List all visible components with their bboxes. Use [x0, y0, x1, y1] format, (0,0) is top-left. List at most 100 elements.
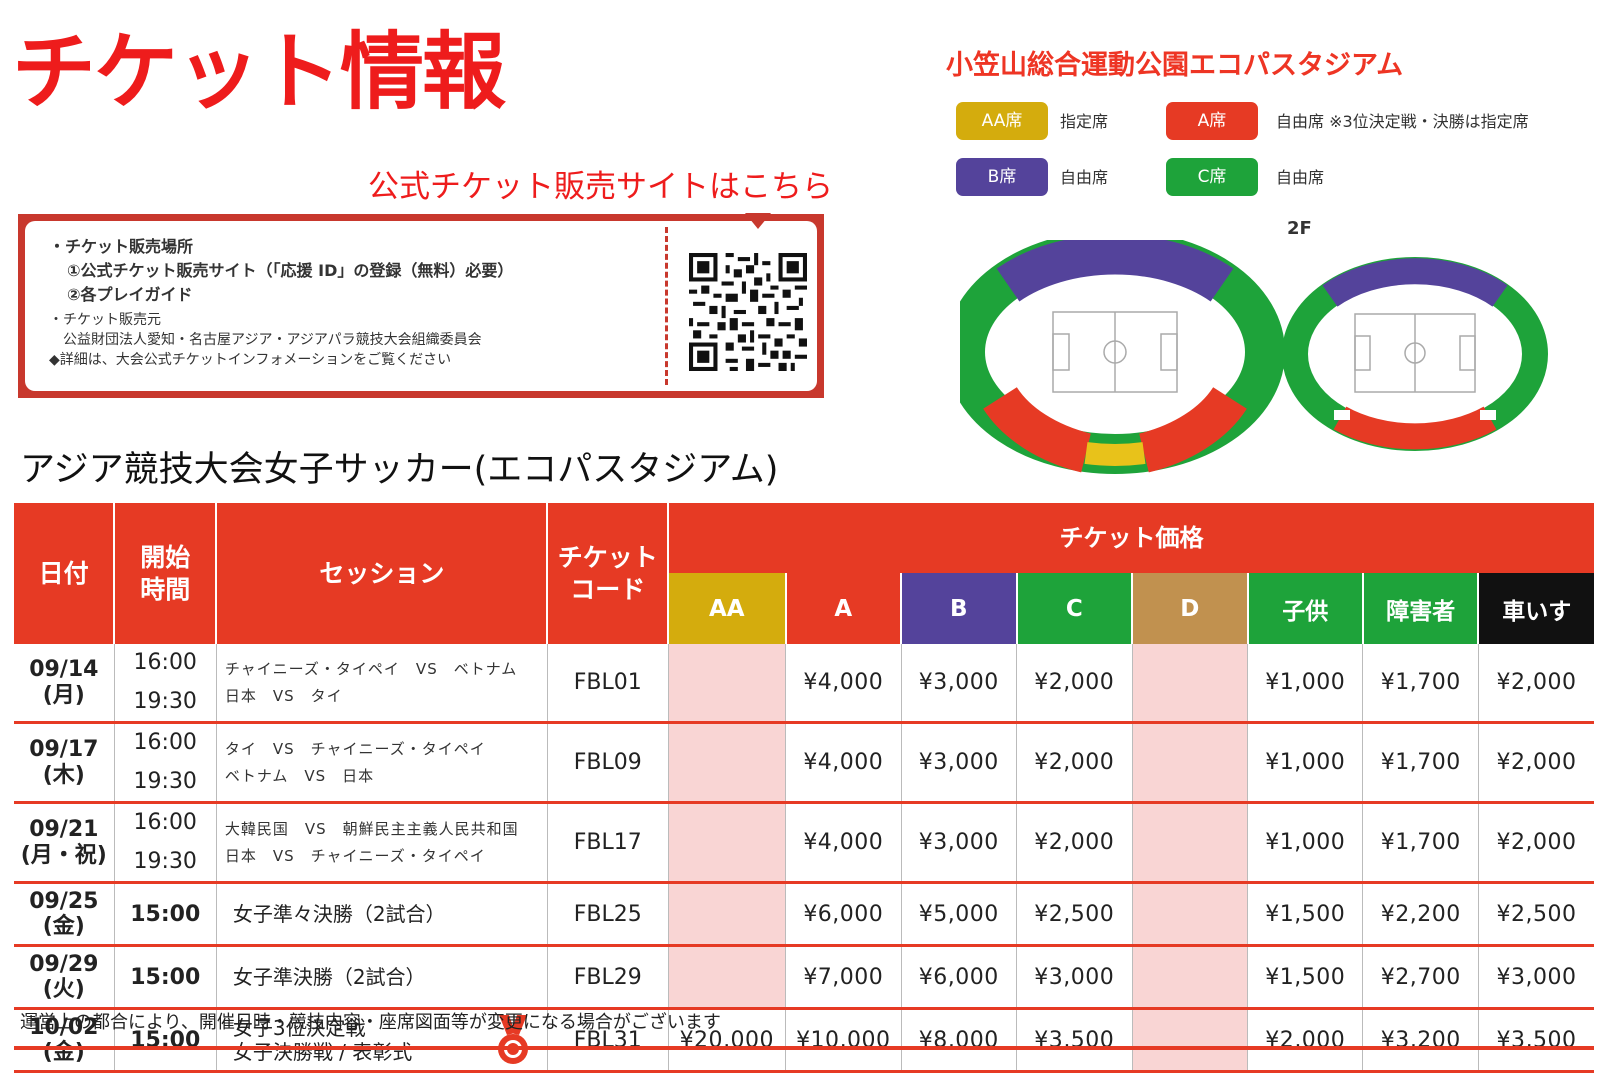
- price-cell-子供: ¥1,000: [1247, 722, 1364, 804]
- start-time-text: 15:00: [130, 901, 201, 927]
- price-header-3: C: [1016, 573, 1134, 644]
- weekday-text: (木): [42, 762, 85, 788]
- session-cell: タイ VS チャイニーズ・タイペイ ベトナム VS 日本: [216, 722, 548, 804]
- start-time-text: 15:00: [130, 964, 201, 990]
- date-text: 09/25: [29, 888, 99, 914]
- session-cell: 女子準決勝（2試合）: [216, 945, 548, 1010]
- sales-info-line: ①公式チケット販売サイト（「応援 ID」の登録（無料）必要）: [67, 261, 514, 280]
- header-ticket-code: チケット コード: [547, 503, 670, 644]
- session-content: タイ VS チャイニーズ・タイペイ ベトナム VS 日本: [225, 736, 547, 789]
- start-time-cell: 15:00: [114, 882, 217, 947]
- section-title: アジア競技大会女子サッカー(エコパスタジアム): [20, 450, 779, 490]
- start-time-cell: 15:00: [114, 945, 217, 1010]
- session-text: 日本 VS タイ: [224, 686, 343, 705]
- price-cell-AA: [668, 644, 787, 724]
- price-cell-障害者: ¥2,200: [1362, 882, 1479, 947]
- session-content: 女子準々決勝（2試合）: [225, 902, 547, 926]
- price-header-5: 子供: [1247, 573, 1364, 644]
- price-cell-B: ¥3,000: [901, 722, 1018, 804]
- price-header-7: 車いす: [1478, 573, 1594, 644]
- price-cell-子供: ¥1,500: [1247, 882, 1364, 947]
- legend-badge-c: C席: [1166, 158, 1258, 196]
- weekday-text: (金): [42, 914, 85, 939]
- page-title: チケット情報: [12, 23, 506, 121]
- price-cell-B: ¥3,000: [901, 802, 1018, 884]
- legend-text-a: 自由席 ※3位決定戦・決勝は指定席: [1276, 112, 1529, 131]
- date-text: 09/14: [29, 657, 99, 683]
- table-row: 09/29 (火) 15:00 女子準決勝（2試合） FBL29 ¥7,000 ¥6,000…: [14, 945, 1594, 1010]
- price-cell-障害者: ¥3,200: [1362, 1008, 1479, 1073]
- price-header-6: 障害者: [1362, 573, 1480, 644]
- session-text: 女子決勝戦 / 表彰式: [232, 1040, 413, 1064]
- date-text: 09/29: [29, 951, 99, 977]
- price-cell-A: ¥7,000: [785, 945, 902, 1010]
- price-table: 日付 開始 時間 セッション チケット コード チケット価格 AA A B C D 子供障…: [14, 503, 1594, 1073]
- ticket-code-cell: FBL31: [547, 1008, 669, 1073]
- price-cell-B: ¥3,000: [901, 644, 1018, 724]
- sales-info-line: ②各プレイガイド: [67, 285, 193, 304]
- price-cell-障害者: ¥1,700: [1362, 722, 1479, 804]
- date-text: 10/02: [29, 1014, 99, 1040]
- price-cell-D: [1132, 1008, 1249, 1073]
- footer-divider: [14, 1046, 1594, 1050]
- session-cell: 女子準々決勝（2試合）: [216, 882, 548, 947]
- price-cell-車いす: ¥3,500: [1478, 1008, 1594, 1073]
- legend-badge-b: B席: [956, 158, 1048, 196]
- ticket-code-cell: FBL29: [547, 945, 669, 1010]
- session-text: チャイニーズ・タイペイ VS ベトナム: [224, 660, 518, 679]
- session-content: チャイニーズ・タイペイ VS ベトナム 日本 VS タイ: [225, 656, 547, 709]
- sales-info-line: ・チケット販売場所: [49, 237, 194, 256]
- start-time-cell: 16:00 19:30: [114, 722, 217, 804]
- qr-code-icon[interactable]: [689, 253, 807, 371]
- date-text: 09/21: [29, 817, 99, 843]
- price-cell-車いす: ¥3,000: [1478, 945, 1594, 1010]
- price-cell-AA: [668, 722, 787, 804]
- price-cell-車いす: ¥2,500: [1478, 882, 1594, 947]
- start-time-text: 19:30: [133, 768, 197, 794]
- session-cell: 大韓民国 VS 朝鮮民主主義人民共和国 日本 VS チャイニーズ・タイペイ: [216, 802, 548, 884]
- ticket-info-panel: ・チケット販売場所 ①公式チケット販売サイト（「応援 ID」の登録（無料）必要）…: [25, 213, 817, 391]
- start-time-text: 16:00: [133, 650, 197, 675]
- schedule-rows: 09/14 (月) 16:00 19:30 チャイニーズ・タイペイ VS ベトナム 日本 …: [14, 644, 1594, 1073]
- price-cell-B: ¥6,000: [901, 945, 1018, 1010]
- price-cell-D: [1132, 945, 1249, 1010]
- price-cell-車いす: ¥2,000: [1478, 722, 1594, 804]
- official-ticket-site-link[interactable]: 公式チケット販売サイトはこちら: [368, 169, 833, 205]
- date-cell: 09/29 (火): [14, 945, 115, 1010]
- price-cell-A: ¥6,000: [785, 882, 902, 947]
- price-cell-A: ¥4,000: [785, 644, 902, 724]
- price-cell-D: [1132, 644, 1249, 724]
- stadium-seat-map: [960, 240, 1548, 474]
- ticket-code-cell: FBL09: [547, 722, 669, 804]
- price-cell-C: ¥2,000: [1016, 802, 1133, 884]
- start-time-cell: 16:00 19:30: [114, 644, 217, 724]
- price-header-1: A: [785, 573, 903, 644]
- price-cell-C: ¥3,000: [1016, 945, 1133, 1010]
- weekday-text: (月・祝): [20, 842, 107, 868]
- price-cell-B: ¥8,000: [901, 1008, 1018, 1073]
- sales-info-line: ・チケット販売元: [49, 312, 161, 328]
- price-cell-車いす: ¥2,000: [1478, 802, 1594, 884]
- stadium-2f-map: [1282, 257, 1548, 451]
- weekday-text: (金): [42, 1040, 85, 1065]
- price-header-4: D: [1132, 573, 1249, 644]
- price-cell-AA: [668, 882, 787, 947]
- price-column-headers: AA A B C D 子供 障害者 車いす: [14, 573, 1594, 644]
- legend-text-c: 自由席: [1276, 168, 1325, 187]
- ticket-code-cell: FBL01: [547, 644, 669, 724]
- price-cell-C: ¥2,000: [1016, 644, 1133, 724]
- start-time-text: 19:30: [133, 688, 197, 714]
- header-ticket-price: チケット価格: [668, 503, 1594, 573]
- sales-info-line: 公益財団法人愛知・名古屋アジア・アジアパラ競技大会組織委員会: [63, 332, 482, 348]
- session-text: 女子準々決勝（2試合）: [232, 902, 446, 926]
- ticket-perforation-line: [665, 227, 668, 385]
- session-text: ベトナム VS 日本: [224, 766, 375, 785]
- ticket-notch-shape: [745, 213, 771, 229]
- date-cell: 09/25 (金): [14, 882, 115, 947]
- price-cell-D: [1132, 802, 1249, 884]
- legend-text-aa: 指定席: [1060, 112, 1109, 131]
- date-cell: 09/17 (木): [14, 722, 115, 804]
- date-text: 09/17: [29, 737, 99, 763]
- session-text: タイ VS チャイニーズ・タイペイ: [224, 740, 486, 759]
- session-text: 女子準決勝（2試合）: [232, 965, 426, 989]
